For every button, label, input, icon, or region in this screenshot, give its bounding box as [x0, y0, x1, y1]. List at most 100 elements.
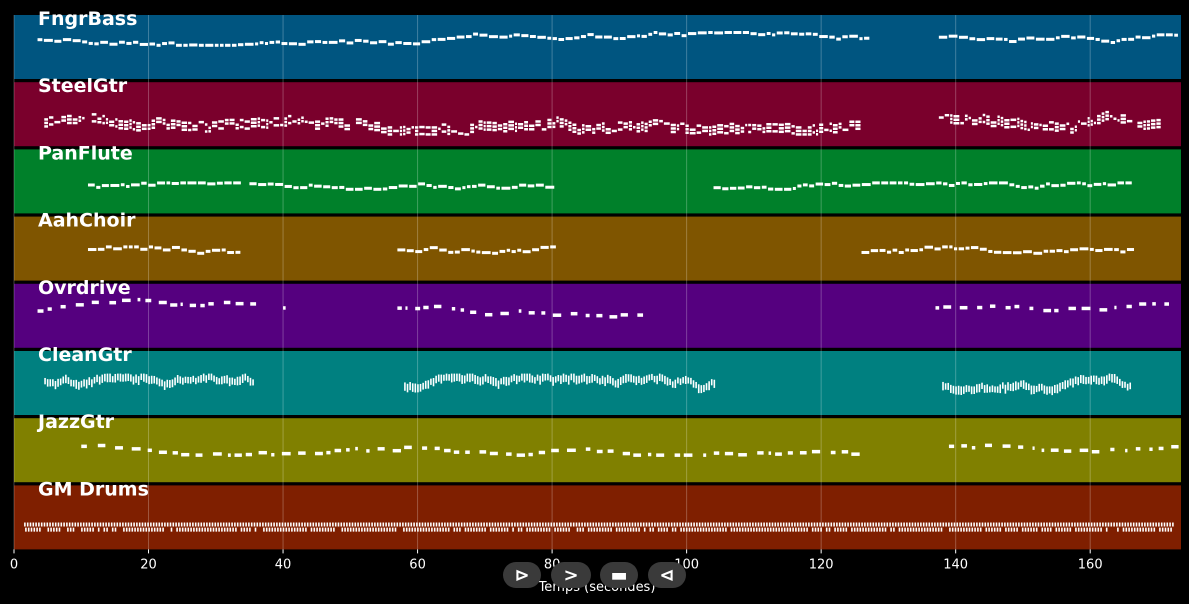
note	[1156, 125, 1161, 129]
note	[611, 129, 617, 133]
note	[1030, 125, 1033, 129]
note	[321, 527, 324, 532]
note	[626, 522, 628, 527]
note	[413, 522, 415, 527]
note	[587, 527, 590, 532]
grid-lines	[13, 15, 1091, 550]
back-button[interactable]: ⊲	[648, 562, 686, 588]
note	[836, 522, 838, 527]
note	[544, 522, 547, 527]
note	[388, 186, 398, 190]
note	[195, 453, 203, 457]
note	[170, 119, 176, 122]
note	[478, 127, 483, 130]
note	[408, 527, 411, 532]
note	[562, 527, 565, 532]
note	[301, 522, 303, 527]
note	[145, 374, 148, 383]
note	[607, 527, 610, 532]
note	[560, 375, 562, 384]
note	[258, 183, 267, 187]
note	[1046, 522, 1048, 527]
note	[389, 527, 391, 532]
note	[900, 522, 903, 527]
note	[559, 527, 562, 532]
note	[99, 522, 102, 527]
note	[1004, 126, 1010, 129]
note	[592, 522, 595, 527]
note	[330, 527, 332, 532]
note	[1105, 117, 1109, 121]
note	[382, 187, 388, 191]
note	[613, 37, 619, 41]
note	[792, 186, 796, 190]
track-notes-jazzgtr	[81, 443, 1179, 457]
note	[291, 527, 293, 532]
note	[1005, 527, 1007, 532]
note	[1143, 123, 1146, 127]
note	[1066, 527, 1069, 532]
note	[209, 527, 212, 532]
note	[708, 527, 710, 532]
note	[143, 373, 145, 382]
note	[990, 124, 997, 128]
note	[293, 186, 299, 190]
note	[257, 120, 261, 124]
note	[795, 527, 797, 532]
note	[703, 453, 707, 457]
note	[830, 522, 833, 527]
note	[187, 527, 190, 532]
note	[797, 527, 800, 532]
note	[942, 522, 945, 527]
note-events	[24, 31, 1179, 532]
note	[1017, 382, 1020, 390]
note	[673, 522, 676, 527]
note	[961, 444, 967, 448]
note	[1048, 128, 1054, 131]
note	[287, 522, 289, 527]
note	[550, 245, 556, 249]
note	[414, 129, 419, 133]
note	[300, 186, 308, 190]
stop-button[interactable]: ▬	[600, 562, 638, 588]
note	[712, 522, 715, 527]
note	[102, 114, 105, 118]
note	[1099, 308, 1108, 312]
note	[500, 311, 509, 316]
note	[438, 522, 441, 527]
note	[446, 522, 449, 527]
note	[82, 116, 85, 120]
note	[794, 522, 796, 527]
note	[1155, 522, 1157, 527]
play-button[interactable]: ⊳	[503, 562, 541, 588]
note	[753, 186, 761, 190]
note	[355, 527, 358, 532]
note	[29, 522, 32, 527]
note	[905, 248, 910, 252]
note	[417, 527, 419, 532]
note	[171, 181, 179, 185]
note	[520, 527, 523, 532]
note	[983, 385, 986, 393]
note	[528, 373, 531, 383]
note	[105, 121, 109, 125]
note	[583, 373, 586, 382]
note	[627, 35, 636, 39]
note	[965, 527, 968, 532]
note	[944, 383, 947, 390]
note	[593, 527, 596, 532]
note	[217, 522, 219, 527]
note	[953, 522, 956, 527]
note	[498, 527, 500, 532]
note	[784, 122, 791, 126]
note	[1068, 522, 1071, 527]
note	[953, 122, 960, 125]
note	[106, 373, 109, 383]
note	[568, 121, 572, 124]
note	[460, 522, 463, 527]
note	[1082, 522, 1085, 527]
note	[69, 527, 72, 532]
note	[181, 121, 188, 125]
forward-button[interactable]: >	[551, 562, 591, 588]
note	[288, 527, 290, 532]
